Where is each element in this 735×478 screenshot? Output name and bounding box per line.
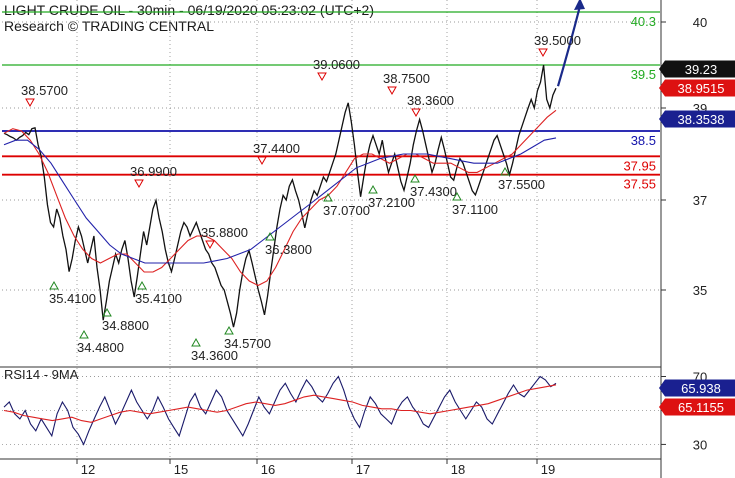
price-tick-label: 37 xyxy=(693,193,707,208)
rsi-badge-ma_fast: 65.1155 xyxy=(678,400,724,415)
high-marker xyxy=(134,179,144,189)
axes: 35373940305070121516171819 xyxy=(0,0,707,478)
high-label: 35.8800 xyxy=(201,225,248,240)
time-tick-label: 17 xyxy=(356,462,370,477)
rsi-badge-rsi: 65.938 xyxy=(681,381,721,396)
level-label: 37.55 xyxy=(623,177,656,192)
high-label: 38.5700 xyxy=(21,83,68,98)
low-marker xyxy=(224,325,234,335)
low-marker xyxy=(323,192,333,202)
low-marker xyxy=(102,307,112,317)
high-marker xyxy=(205,240,215,250)
low-marker xyxy=(410,173,420,183)
low-label: 35.4100 xyxy=(135,291,182,306)
time-tick-label: 19 xyxy=(541,462,555,477)
rsi-panel-title: RSI14 - 9MA xyxy=(4,367,79,382)
ma-fast-series xyxy=(3,109,557,287)
forecast-arrow xyxy=(556,5,582,87)
low-marker xyxy=(191,337,201,347)
price-badge-ma_slow-bg xyxy=(659,110,735,128)
level-label: 39.5 xyxy=(631,67,656,82)
low-label: 37.2100 xyxy=(368,195,415,210)
low-label: 37.4300 xyxy=(410,184,457,199)
high-marker xyxy=(317,72,327,82)
high-label: 36.9900 xyxy=(130,164,177,179)
time-tick-label: 15 xyxy=(174,462,188,477)
chart-subtitle: Research © TRADING CENTRAL xyxy=(4,18,214,34)
price-tick-label: 40 xyxy=(693,15,707,30)
high-marker xyxy=(538,48,548,58)
high-label: 39.5000 xyxy=(534,33,581,48)
high-label: 39.0600 xyxy=(313,57,360,72)
high-marker xyxy=(411,108,421,118)
high-marker xyxy=(257,156,267,166)
value-badges: 39.23 38.9515 38.3538 65.938 65.1155 xyxy=(659,60,735,416)
rsi-series xyxy=(3,375,557,446)
low-label: 37.1100 xyxy=(452,202,498,217)
low-marker xyxy=(452,191,462,201)
high-marker xyxy=(25,98,35,108)
low-marker xyxy=(368,184,378,194)
low-marker xyxy=(137,280,147,290)
series xyxy=(3,64,557,446)
high-label: 37.4400 xyxy=(253,141,300,156)
low-label: 34.4800 xyxy=(77,340,124,355)
price-tick-label: 35 xyxy=(693,283,707,298)
low-marker xyxy=(79,329,89,339)
low-label: 34.3600 xyxy=(191,348,238,363)
ma-slow-series xyxy=(3,137,557,264)
rsi-badge-ma_fast-bg xyxy=(659,398,735,416)
low-label: 37.0700 xyxy=(323,203,370,218)
price-badge-price: 39.23 xyxy=(685,62,718,77)
low-label: 35.4100 xyxy=(49,291,96,306)
rsi-tick-label: 30 xyxy=(693,437,707,452)
low-marker xyxy=(265,231,275,241)
time-tick-label: 18 xyxy=(451,462,465,477)
price-badge-ma_fast: 38.9515 xyxy=(678,81,725,96)
chart-title: LIGHT CRUDE OIL - 30min - 06/19/2020 05:… xyxy=(4,2,374,18)
rsi-badge-rsi-bg xyxy=(659,379,735,397)
level-label: 38.5 xyxy=(631,133,656,148)
low-label: 34.8800 xyxy=(102,318,149,333)
low-label: 36.3800 xyxy=(265,242,312,257)
level-label: 40.3 xyxy=(631,14,656,29)
low-label: 37.5500 xyxy=(498,177,545,192)
time-tick-label: 12 xyxy=(81,462,95,477)
rsi-ma-series xyxy=(3,384,557,423)
high-label: 38.3600 xyxy=(407,93,454,108)
support-resistance-levels: 40.3 39.5 38.5 37.95 37.55 xyxy=(2,11,660,192)
high-label: 38.7500 xyxy=(383,71,430,86)
time-tick-label: 16 xyxy=(261,462,275,477)
price-badge-ma_fast-bg xyxy=(659,79,735,97)
price-badge-ma_slow: 38.3538 xyxy=(678,112,725,127)
low-marker xyxy=(500,166,510,176)
annotations: 38.5700 35.4100 34.4800 34.8800 36.9900 35.41… xyxy=(21,0,585,363)
low-label: 34.5700 xyxy=(224,336,271,351)
price-series xyxy=(3,64,557,328)
low-marker xyxy=(49,280,59,290)
price-badge-price-bg xyxy=(659,60,735,78)
level-label: 37.95 xyxy=(623,158,656,173)
forecast-arrowhead xyxy=(574,0,585,10)
high-marker xyxy=(387,86,397,96)
